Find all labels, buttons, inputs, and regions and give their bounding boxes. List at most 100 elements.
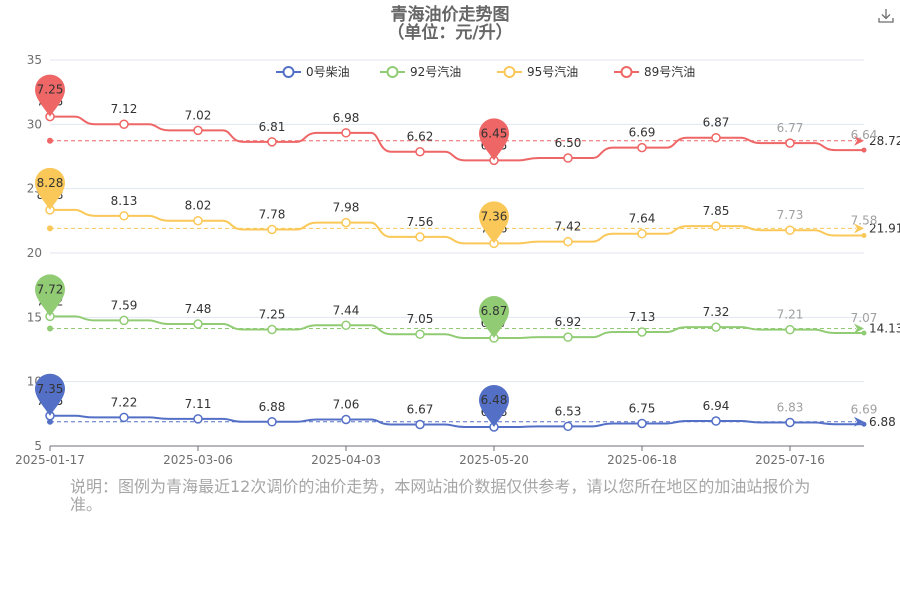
marker-pin: 7.35 [35,373,65,416]
data-label: 6.88 [259,400,286,414]
data-label: 6.50 [555,136,582,150]
data-point [563,421,573,432]
x-tick-label: 2025-05-20 [459,453,529,467]
data-point [341,128,351,138]
data-point [267,137,277,147]
y-tick-label: 5 [34,439,42,453]
data-label: 7.58 [851,214,878,228]
legend-swatch-marker [282,66,295,78]
data-label: 6.98 [333,111,360,125]
data-point [637,327,647,337]
data-label: 6.53 [555,404,582,418]
data-point [711,132,721,143]
data-point [341,320,351,331]
data-label: 6.69 [851,402,878,416]
average-value-label: 28.72 [869,134,900,148]
marker-pin-label: 6.48 [481,393,508,407]
legend-swatch-marker [503,66,516,78]
data-label: 6.75 [629,401,656,415]
y-tick-label: 20 [27,246,42,260]
chart-title-line-1: 青海油价走势图 [391,4,510,25]
data-point [119,315,129,326]
data-label: 8.13 [111,194,138,208]
data-label: 7.59 [111,298,138,312]
download-icon[interactable] [876,6,896,26]
average-value-label: 6.88 [869,415,896,429]
data-point [637,228,647,239]
average-value-label: 21.91 [869,221,900,235]
marker-pin-shape [479,118,509,161]
chart-legend: 0号柴油 92号汽油 95号汽油 89号汽油 [276,64,695,79]
footnote-text: 说明：图例为青海最近12次调价的油价走势，本网站油价数据仅供参考，请以您所在地区… [70,477,811,514]
marker-pin-label: 6.45 [481,126,508,140]
data-point [267,324,277,335]
data-point [861,233,867,239]
data-point [193,215,203,226]
data-point [193,125,203,136]
marker-pin-label: 8.28 [37,176,64,190]
data-label: 7.85 [703,204,730,218]
data-label: 7.48 [185,302,212,316]
x-tick-label: 2025-03-06 [163,453,233,467]
data-label: 7.11 [185,397,212,411]
average-line-arrow [854,135,864,146]
data-point [119,119,129,129]
marker-pin-label: 6.87 [481,304,508,318]
marker-pin-label: 7.25 [37,83,64,97]
data-label: 7.44 [333,303,360,317]
data-label: 6.69 [629,126,656,140]
data-label: 7.02 [185,108,212,122]
chart-title-line-2: （单位：元/升） [387,22,512,43]
marker-pin-label: 7.35 [37,382,64,396]
chart-grid [50,59,864,383]
series-line [50,315,864,340]
data-label: 6.62 [407,130,434,144]
x-tick-label: 2025-01-17 [15,453,85,467]
data-point [415,329,425,339]
data-label: 7.98 [333,201,360,215]
legend-label: 89号汽油 [644,64,695,79]
series-line [50,208,864,245]
data-label: 6.77 [777,121,804,135]
y-tick-label: 35 [27,53,42,67]
x-tick-label: 2025-07-16 [755,453,825,467]
data-label: 6.67 [407,403,434,417]
data-label: 6.87 [703,116,730,130]
data-point [119,211,129,221]
average-line-arrow [854,323,864,334]
data-label: 6.81 [259,120,286,134]
data-label: 7.07 [851,311,878,325]
data-point [563,236,573,247]
data-point [861,330,867,336]
marker-pin-shape [35,373,65,416]
marker-pin-label: 7.72 [37,282,64,296]
legend-label: 0号柴油 [306,65,350,79]
data-point [341,217,351,228]
data-point [341,414,351,425]
data-point [637,142,647,153]
data-label: 6.92 [555,315,582,329]
marker-pin: 7.25 [35,74,65,117]
series-line [50,115,864,162]
data-labels: 7.35 7.22 7.11 6.88 7.06 6.67 6.48 6.53 6.75 6.94… [37,95,878,419]
data-label: 7.42 [555,220,582,234]
data-point [785,138,795,148]
legend-label: 95号汽油 [527,64,578,79]
y-tick-label: 15 [27,310,42,324]
data-point [785,225,795,235]
data-point [711,322,721,332]
data-point [563,153,573,163]
average-value-label: 14.13 [869,322,900,336]
data-label: 7.06 [333,397,360,411]
data-point [785,324,795,335]
marker-pin: 6.87 [479,296,509,339]
marker-pin-shape [35,274,65,317]
data-point [415,419,425,430]
data-point [785,417,795,428]
data-label: 7.32 [703,305,730,319]
data-label: 6.83 [777,400,804,414]
data-label: 8.02 [185,199,212,213]
data-label: 7.73 [777,208,804,222]
data-point [415,146,425,157]
